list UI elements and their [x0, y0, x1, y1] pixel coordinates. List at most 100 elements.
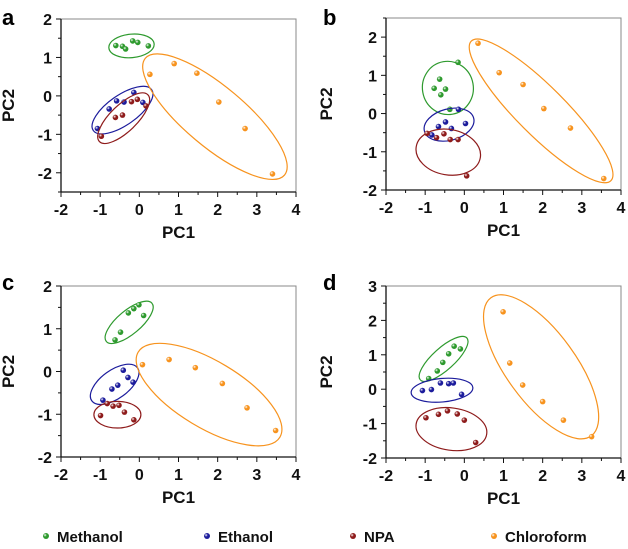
data-point	[166, 356, 172, 363]
x-tick-label: 3	[577, 200, 586, 217]
x-tick-label: 0	[135, 202, 144, 219]
legend: Methanol Ethanol NPA Chloroform	[43, 529, 587, 546]
data-point	[134, 96, 141, 103]
data-point	[451, 343, 457, 350]
y-tick-label: -2	[38, 166, 52, 183]
data-point	[145, 43, 152, 49]
data-point	[445, 350, 452, 357]
series-npa	[415, 128, 482, 179]
confidence-ellipse	[108, 33, 155, 59]
x-tick-label: 4	[292, 202, 301, 219]
data-point	[496, 69, 502, 76]
y-tick-label: 0	[43, 365, 52, 382]
legend-marker	[350, 533, 356, 539]
x-tick-label: 2	[213, 467, 222, 484]
confidence-ellipse	[418, 335, 469, 383]
confidence-ellipse	[410, 377, 474, 403]
data-point	[429, 132, 435, 138]
x-tick-label: 0	[460, 200, 469, 217]
data-point	[98, 133, 105, 140]
y-axis-label: PC2	[317, 87, 336, 120]
data-point	[458, 391, 465, 398]
data-point	[122, 46, 129, 52]
x-tick-label: 1	[174, 202, 183, 219]
y-tick-label: 2	[368, 313, 377, 330]
legend-label: Ethanol	[218, 529, 273, 546]
legend-marker	[491, 533, 497, 539]
y-tick-label: -1	[38, 407, 52, 424]
data-point	[444, 408, 451, 414]
data-point	[125, 374, 131, 381]
data-point	[462, 120, 469, 127]
data-point	[455, 59, 461, 66]
legend-item-ethanol: Ethanol	[204, 529, 273, 546]
legend-item-methanol: Methanol	[43, 529, 123, 546]
y-tick-label: -1	[38, 127, 52, 144]
series-chloroform	[142, 53, 288, 181]
data-point	[112, 337, 118, 343]
series-ethanol	[410, 377, 474, 403]
x-tick-label: 4	[617, 468, 626, 485]
legend-label: NPA	[364, 529, 395, 546]
panel-label: a	[2, 5, 15, 30]
legend-marker	[204, 533, 210, 539]
data-point	[588, 433, 595, 440]
data-point	[147, 71, 153, 78]
legend-item-chloroform: Chloroform	[491, 529, 587, 546]
data-point	[119, 112, 126, 118]
data-point	[140, 312, 147, 319]
panel-d: -2 -1 0 1 2 3 4 -2 -1 0 1 2 3 PC1 PC2 d	[317, 270, 626, 508]
data-point	[436, 76, 443, 82]
plot-frame	[60, 285, 297, 458]
data-point	[131, 89, 137, 96]
data-point	[130, 379, 136, 385]
data-point	[431, 85, 437, 92]
data-point	[121, 99, 127, 105]
data-point	[435, 123, 442, 130]
plot-frame	[385, 17, 622, 191]
data-point	[129, 38, 136, 44]
x-tick-label: -1	[418, 200, 432, 217]
y-tick-label: -2	[363, 183, 377, 200]
data-point	[244, 405, 250, 411]
data-point	[139, 361, 146, 368]
data-point	[171, 60, 177, 67]
legend-item-npa: NPA	[350, 529, 395, 546]
x-tick-label: 1	[499, 468, 508, 485]
x-tick-label: -1	[93, 202, 107, 219]
y-axis-label: PC2	[0, 355, 18, 388]
data-point	[112, 114, 119, 121]
panel-label: b	[323, 5, 336, 30]
x-tick-label: 3	[577, 468, 586, 485]
data-point	[441, 131, 447, 137]
confidence-ellipse	[415, 128, 482, 176]
panel-c: -2 -1 0 1 2 3 4 -2 -1 0 1 2 PC1 PC2 c	[0, 270, 301, 507]
data-point	[560, 417, 567, 423]
data-point	[519, 382, 526, 388]
x-tick-label: 3	[252, 467, 261, 484]
panel-b: -2 -1 0 1 2 3 4 -2 -1 0 1 2 PC1 PC2 b	[317, 5, 626, 240]
data-point	[131, 305, 137, 312]
data-point	[539, 398, 546, 405]
data-point	[437, 380, 444, 386]
confidence-ellipse	[415, 406, 488, 452]
plot-frame	[60, 18, 297, 193]
series-ethanol	[91, 85, 154, 135]
data-point	[125, 310, 132, 316]
data-point	[134, 39, 141, 46]
x-tick-label: 2	[538, 200, 547, 217]
y-tick-label: -2	[38, 450, 52, 467]
x-tick-label: 2	[538, 468, 547, 485]
data-point	[500, 309, 506, 315]
x-tick-label: 4	[292, 467, 301, 484]
y-tick-label: 2	[43, 12, 52, 29]
data-point	[97, 412, 104, 419]
data-point	[113, 42, 119, 49]
series-chloroform	[468, 38, 614, 184]
series-npa	[93, 400, 142, 429]
data-point	[242, 125, 248, 132]
series-npa	[415, 406, 488, 452]
x-tick-label: -2	[54, 202, 68, 219]
data-point	[447, 136, 454, 143]
y-tick-label: 0	[43, 89, 52, 106]
